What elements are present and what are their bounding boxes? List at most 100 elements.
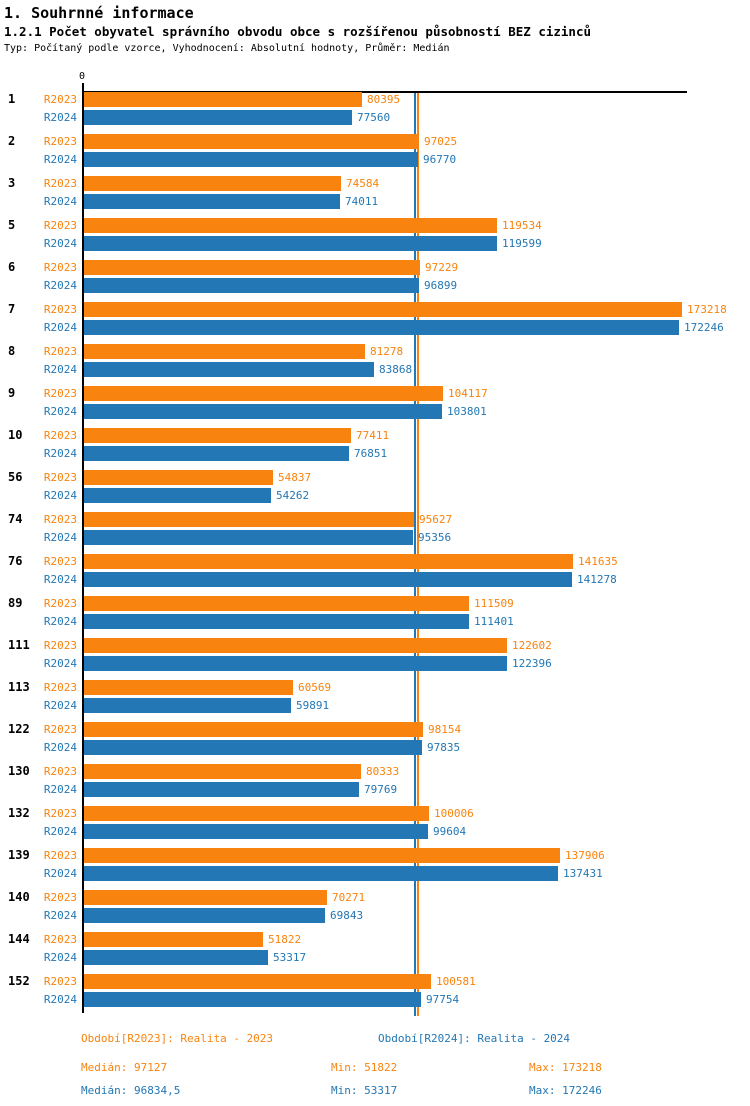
category-label: 139 [8,848,30,862]
bar-r2023 [84,596,469,611]
series-label-r2024: R2024 [43,405,77,418]
bar-r2024 [84,614,469,629]
x-axis-zero-tick [82,83,84,91]
series-label-r2024: R2024 [43,573,77,586]
series-label-r2023: R2023 [43,429,77,442]
value-label-r2023: 137906 [565,849,605,862]
value-label-r2023: 97229 [425,261,459,274]
series-label-r2024: R2024 [43,489,77,502]
category-label: 130 [8,764,30,778]
legend-r2024: Období[R2024]: Realita - 2024 [378,1032,571,1045]
bar-r2023 [84,470,273,485]
bar-r2024 [84,824,428,839]
bar-group: 152 R2023 100581 R2024 97754 [0,974,750,1007]
value-label-r2023: 104117 [448,387,488,400]
series-label-r2023: R2023 [43,975,77,988]
value-label-r2024: 119599 [502,237,542,250]
value-label-r2023: 80333 [366,765,400,778]
bar-r2023 [84,848,560,863]
value-label-r2023: 122602 [512,639,552,652]
bar-r2023 [84,134,419,149]
category-label: 3 [8,176,16,190]
category-label: 152 [8,974,30,988]
series-label-r2023: R2023 [43,219,77,232]
category-label: 140 [8,890,30,904]
bar-r2023 [84,680,293,695]
value-label-r2024: 95356 [418,531,452,544]
category-label: 8 [8,344,16,358]
value-label-r2023: 98154 [428,723,462,736]
series-label-r2023: R2023 [43,849,77,862]
bar-group: 6 R2023 97229 R2024 96899 [0,260,750,293]
series-label-r2023: R2023 [43,555,77,568]
bar-r2024 [84,572,572,587]
bar-group: 10 R2023 77411 R2024 76851 [0,428,750,461]
stat-min-r2024: Min: 53317 [331,1084,398,1097]
series-label-r2023: R2023 [43,135,77,148]
category-label: 122 [8,722,30,736]
category-label: 111 [8,638,30,652]
value-label-r2023: 81278 [370,345,404,358]
bar-r2024 [84,320,679,335]
category-label: 1 [8,92,16,106]
value-label-r2024: 79769 [364,783,398,796]
series-label-r2023: R2023 [43,303,77,316]
value-label-r2023: 100581 [436,975,476,988]
bar-r2023 [84,218,497,233]
bar-r2024 [84,656,507,671]
category-label: 2 [8,134,16,148]
value-label-r2024: 59891 [296,699,330,712]
category-label: 144 [8,932,30,946]
bar-r2024 [84,110,352,125]
value-label-r2024: 97835 [427,741,461,754]
bar-group: 5 R2023 119534 R2024 119599 [0,218,750,251]
median-line-r2024 [414,91,416,1016]
value-label-r2024: 83868 [379,363,413,376]
series-label-r2024: R2024 [43,153,77,166]
value-label-r2024: 172246 [684,321,724,334]
bar-r2023 [84,302,682,317]
series-label-r2024: R2024 [43,195,77,208]
value-label-r2023: 51822 [268,933,302,946]
value-label-r2023: 70271 [332,891,366,904]
bar-r2023 [84,764,361,779]
series-label-r2023: R2023 [43,639,77,652]
value-label-r2024: 53317 [273,951,307,964]
series-label-r2023: R2023 [43,471,77,484]
value-label-r2024: 111401 [474,615,514,628]
bar-r2024 [84,950,268,965]
bar-group: 130 R2023 80333 R2024 79769 [0,764,750,797]
category-label: 9 [8,386,16,400]
category-label: 10 [8,428,23,442]
bar-r2024 [84,194,340,209]
category-label: 5 [8,218,16,232]
bar-group: 74 R2023 95627 R2024 95356 [0,512,750,545]
value-label-r2024: 99604 [433,825,467,838]
chart-meta: Typ: Počítaný podle vzorce, Vyhodnocení:… [4,43,450,54]
bar-r2023 [84,932,263,947]
value-label-r2024: 96770 [423,153,457,166]
series-label-r2024: R2024 [43,447,77,460]
bar-group: 89 R2023 111509 R2024 111401 [0,596,750,629]
median-line-r2023 [417,91,419,1016]
value-label-r2024: 74011 [345,195,379,208]
bar-group: 1 R2023 80395 R2024 77560 [0,92,750,125]
category-label: 6 [8,260,16,274]
value-label-r2023: 173218 [687,303,727,316]
value-label-r2023: 74584 [346,177,380,190]
category-label: 74 [8,512,23,526]
series-label-r2023: R2023 [43,765,77,778]
bar-r2024 [84,236,497,251]
series-label-r2023: R2023 [43,177,77,190]
value-label-r2024: 54262 [276,489,310,502]
series-label-r2024: R2024 [43,783,77,796]
bar-r2024 [84,782,359,797]
series-label-r2024: R2024 [43,699,77,712]
bar-r2023 [84,554,573,569]
series-label-r2023: R2023 [43,597,77,610]
bar-group: 122 R2023 98154 R2024 97835 [0,722,750,755]
bar-r2024 [84,698,291,713]
bar-group: 56 R2023 54837 R2024 54262 [0,470,750,503]
value-label-r2023: 100006 [434,807,474,820]
category-label: 56 [8,470,23,484]
